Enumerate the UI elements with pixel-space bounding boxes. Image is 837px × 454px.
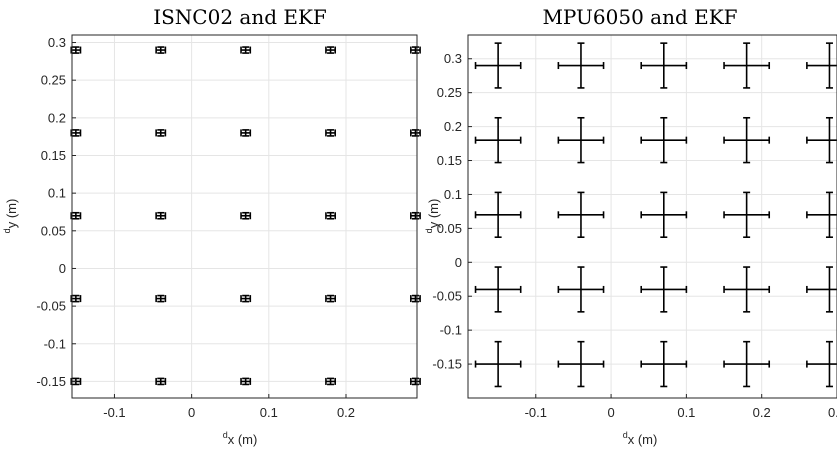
y-tick-label: 0.05 bbox=[41, 223, 66, 238]
data-point bbox=[240, 129, 252, 137]
data-point bbox=[557, 116, 605, 164]
data-point bbox=[155, 129, 167, 137]
data-point bbox=[474, 266, 522, 313]
data-point bbox=[557, 340, 605, 388]
y-tick-label: 0 bbox=[59, 261, 66, 276]
data-point bbox=[806, 191, 837, 238]
y-tick-label: 0.15 bbox=[437, 153, 462, 168]
y-tick-label: 0.1 bbox=[444, 187, 462, 202]
data-point bbox=[474, 42, 522, 89]
data-point bbox=[70, 129, 82, 137]
data-point bbox=[640, 42, 688, 89]
y-axis-label: dy (m) bbox=[2, 199, 19, 234]
data-point bbox=[723, 266, 771, 313]
y-tick-label: 0.25 bbox=[41, 73, 66, 88]
axes-frame bbox=[71, 34, 418, 399]
data-point bbox=[240, 211, 252, 220]
chart-title: MPU6050 and EKF bbox=[542, 5, 737, 29]
grid bbox=[468, 35, 837, 398]
data-point bbox=[723, 191, 771, 238]
data-point bbox=[240, 46, 252, 54]
y-tick-label: -0.15 bbox=[432, 357, 462, 372]
x-axis-label: dx (m) bbox=[623, 430, 658, 447]
data-point bbox=[557, 191, 605, 238]
axes-frame bbox=[467, 34, 837, 399]
y-tick-label: 0.2 bbox=[444, 119, 462, 134]
x-tick-label: 0.1 bbox=[677, 405, 695, 420]
y-tick-label: 0.15 bbox=[41, 148, 66, 163]
data-point bbox=[410, 294, 421, 303]
data-point bbox=[806, 266, 837, 313]
chart-title: ISNC02 and EKF bbox=[153, 5, 327, 29]
y-tick-label: 0.05 bbox=[437, 221, 462, 236]
y-tick-label: -0.05 bbox=[36, 299, 66, 314]
data-point bbox=[155, 294, 167, 303]
data-point bbox=[325, 294, 336, 303]
data-point bbox=[723, 340, 771, 388]
y-tick-label: -0.1 bbox=[44, 336, 66, 351]
x-tick-label: 0.1 bbox=[260, 405, 278, 420]
data-point bbox=[70, 294, 82, 303]
y-tick-label: 0.25 bbox=[437, 85, 462, 100]
y-tick-label: -0.15 bbox=[36, 374, 66, 389]
y-tick-label: 0.2 bbox=[48, 110, 66, 125]
data-point bbox=[240, 294, 252, 303]
axis-ticks: -0.1 0 0.1 0.2 0.3 -0.15 -0.1 -0.05 0 0.05 0.1 0.15… bbox=[432, 51, 837, 420]
x-tick-label: -0.1 bbox=[103, 405, 125, 420]
data-point bbox=[640, 266, 688, 313]
panel-mpu6050: MPU6050 and EKF -0.100.10.20.3-0.15-0.1-… bbox=[424, 5, 837, 447]
data-point bbox=[806, 116, 837, 164]
y-tick-label: 0.3 bbox=[444, 51, 462, 66]
data-point bbox=[325, 129, 336, 137]
data-point bbox=[557, 42, 605, 89]
data-point bbox=[640, 116, 688, 164]
data-point bbox=[240, 377, 252, 386]
x-tick-label: 0.2 bbox=[753, 405, 771, 420]
y-tick-label: 0 bbox=[455, 255, 462, 270]
y-tick-label: 0.1 bbox=[48, 186, 66, 201]
data-point bbox=[474, 340, 522, 388]
data-point bbox=[410, 377, 421, 386]
data-point bbox=[325, 377, 336, 386]
axis-ticks: -0.1 0 0.1 0.2 -0.15 -0.1 -0.05 0 0.05 0.1 0.15 0.2… bbox=[36, 35, 355, 420]
data-markers bbox=[474, 42, 837, 388]
data-point bbox=[325, 211, 336, 220]
y-axis-label: dy (m) bbox=[424, 199, 441, 234]
panel-isnc02: ISNC02 and EKF -0.1 0 0.1 0.2 -0.15 -0.1 -0.05… bbox=[2, 5, 421, 447]
data-point bbox=[70, 46, 82, 54]
data-point bbox=[155, 46, 167, 54]
data-point bbox=[640, 340, 688, 388]
x-tick-label: 0 bbox=[188, 405, 195, 420]
x-tick-label: 0.3 bbox=[828, 405, 837, 420]
data-point bbox=[70, 211, 82, 220]
x-tick-label: -0.1 bbox=[525, 405, 547, 420]
data-point bbox=[806, 340, 837, 388]
data-point bbox=[155, 377, 167, 386]
data-point bbox=[410, 46, 421, 54]
data-point bbox=[155, 211, 167, 220]
data-point bbox=[474, 191, 522, 238]
data-point bbox=[723, 116, 771, 164]
data-point bbox=[410, 129, 421, 137]
data-point bbox=[723, 42, 771, 89]
data-point bbox=[640, 191, 688, 238]
y-tick-label: -0.05 bbox=[432, 289, 462, 304]
y-tick-label: 0.3 bbox=[48, 35, 66, 50]
x-axis-label: dx (m) bbox=[223, 430, 258, 447]
data-point bbox=[410, 211, 421, 220]
data-point bbox=[474, 116, 522, 164]
data-point bbox=[806, 42, 837, 89]
x-tick-label: 0.2 bbox=[337, 405, 355, 420]
y-tick-label: -0.1 bbox=[440, 323, 462, 338]
x-tick-label: 0 bbox=[607, 405, 614, 420]
data-point bbox=[325, 46, 336, 54]
data-markers bbox=[70, 46, 421, 386]
data-point bbox=[557, 266, 605, 313]
